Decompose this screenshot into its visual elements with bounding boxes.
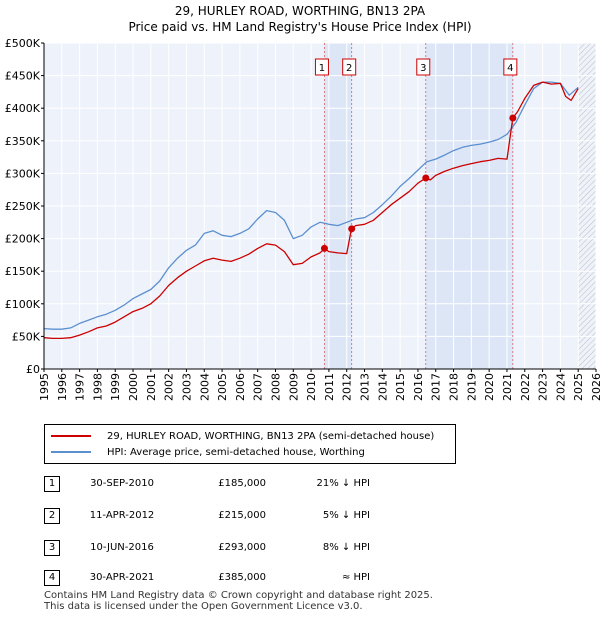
legend: 29, HURLEY ROAD, WORTHING, BN13 2PA (sem…	[44, 424, 456, 464]
legend-item-hpi: HPI: Average price, semi-detached house,…	[51, 445, 365, 459]
y-tick-label: £0	[26, 363, 40, 376]
legend-label-hpi: HPI: Average price, semi-detached house,…	[107, 446, 365, 458]
x-tick-label: 2004	[198, 373, 211, 401]
x-tick-label: 2000	[127, 373, 140, 401]
x-tick-label: 2021	[501, 373, 514, 401]
y-tick-label: £50K	[12, 330, 41, 343]
x-tick-label: 2007	[252, 373, 265, 401]
x-tick-label: 2019	[465, 373, 478, 401]
x-tick-label: 2023	[537, 373, 550, 401]
transaction-date: 11-APR-2012	[89, 510, 155, 521]
x-tick-label: 2012	[341, 373, 354, 401]
x-tick-label: 2026	[590, 373, 600, 401]
transaction-row: 4 30-APR-2021 £385,000 ≈ HPI	[0, 568, 600, 588]
sale-label-box	[503, 58, 518, 76]
sale-label: 1	[319, 63, 325, 74]
x-tick-label: 2014	[376, 373, 389, 401]
transaction-date: 10-JUN-2016	[90, 542, 154, 553]
x-tick-label: 1999	[109, 373, 122, 401]
x-tick-label: 1995	[38, 373, 51, 401]
x-tick-label: 2006	[234, 373, 247, 401]
sale-label-box	[416, 58, 431, 76]
x-tick-label: 2010	[305, 373, 318, 401]
legend-label-property: 29, HURLEY ROAD, WORTHING, BN13 2PA (sem…	[107, 430, 435, 442]
y-tick-label: £100K	[5, 298, 41, 311]
transaction-date: 30-APR-2021	[89, 572, 155, 583]
x-tick-label: 2025	[572, 373, 585, 401]
x-tick-label: 2013	[359, 373, 372, 401]
transaction-hpi: 21% ↓ HPI	[316, 478, 370, 489]
legend-item-property: 29, HURLEY ROAD, WORTHING, BN13 2PA (sem…	[51, 429, 434, 443]
y-tick-label: £450K	[5, 70, 41, 83]
sale-point	[348, 225, 356, 233]
chart-title: 29, HURLEY ROAD, WORTHING, BN13 2PA	[174, 4, 426, 18]
footer-licence: This data is licensed under the Open Gov…	[44, 601, 363, 612]
y-tick-label: £150K	[5, 265, 41, 278]
transaction-row: 2 11-APR-2012 £215,000 5% ↓ HPI	[0, 506, 600, 526]
sale-point	[509, 114, 517, 122]
y-tick-label: £300K	[5, 167, 41, 180]
sale-point	[422, 174, 430, 182]
transaction-number: 1	[44, 476, 60, 492]
transaction-date: 30-SEP-2010	[90, 478, 154, 489]
x-tick-label: 2011	[323, 373, 336, 401]
x-tick-label: 2009	[287, 373, 300, 401]
transaction-price: £385,000	[218, 572, 266, 583]
sale-label: 3	[420, 63, 426, 74]
y-tick-label: £400K	[5, 102, 41, 115]
transaction-hpi: ≈ HPI	[341, 572, 370, 583]
y-tick-label: £250K	[5, 200, 41, 213]
transaction-price: £215,000	[218, 510, 266, 521]
y-tick-label: £500K	[5, 37, 41, 50]
sale-label-box	[342, 58, 357, 76]
price-chart: 1 2 3 4 £0 £50K £100K £150K £200K £250K £300K £350K…	[5, 37, 600, 401]
transaction-price: £293,000	[218, 542, 266, 553]
transaction-number: 2	[44, 508, 60, 524]
x-tick-label: 2017	[430, 373, 443, 401]
chart-subtitle: Price paid vs. HM Land Registry's House …	[128, 20, 472, 34]
footer-copyright: Contains HM Land Registry data © Crown c…	[44, 590, 433, 601]
x-tick-label: 2002	[163, 373, 176, 401]
transaction-number: 4	[44, 570, 60, 586]
sale-point	[320, 244, 328, 252]
legend-swatch-property	[51, 435, 91, 437]
transaction-hpi: 5% ↓ HPI	[322, 510, 370, 521]
sale-label: 2	[346, 63, 352, 74]
x-tick-label: 2005	[216, 373, 229, 401]
x-tick-label: 2015	[394, 373, 407, 401]
x-tick-label: 2003	[180, 373, 193, 401]
transaction-price: £185,000	[218, 478, 266, 489]
y-tick-label: £350K	[5, 135, 41, 148]
x-tick-label: 2008	[269, 373, 282, 401]
transaction-number: 3	[44, 540, 60, 556]
x-tick-label: 2022	[519, 373, 532, 401]
x-tick-label: 2024	[554, 373, 567, 401]
x-tick-label: 2001	[145, 373, 158, 401]
x-tick-label: 1997	[74, 373, 87, 401]
hpi-line	[43, 81, 579, 330]
x-tick-label: 1996	[56, 373, 69, 401]
x-tick-label: 2020	[483, 373, 496, 401]
transaction-row: 3 10-JUN-2016 £293,000 8% ↓ HPI	[0, 538, 600, 558]
x-tick-label: 2016	[412, 373, 425, 401]
legend-swatch-hpi	[51, 451, 91, 453]
sale-label: 4	[507, 63, 513, 74]
x-tick-label: 1998	[91, 373, 104, 401]
transaction-row: 1 30-SEP-2010 £185,000 21% ↓ HPI	[0, 474, 600, 494]
sale-label-box	[314, 58, 329, 76]
y-tick-label: £200K	[5, 233, 41, 246]
x-tick-label: 2018	[448, 373, 461, 401]
transaction-hpi: 8% ↓ HPI	[322, 542, 370, 553]
